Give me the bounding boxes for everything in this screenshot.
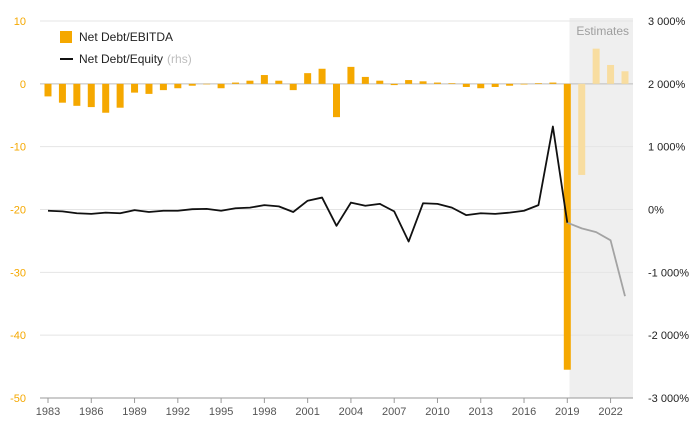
left-tick-label: -50	[10, 393, 26, 405]
bar	[390, 83, 398, 86]
x-axis: 1983 1986 1989 1992 1995 1998 2001 2004 2007 2010…	[36, 397, 633, 418]
bar	[419, 81, 427, 84]
left-axis: 10 0 -10 -20 -30 -40 -50	[10, 16, 26, 405]
left-tick-label: 10	[14, 16, 26, 28]
bar	[592, 48, 600, 84]
bar	[44, 83, 52, 97]
x-tick-label: 2022	[598, 406, 622, 418]
bar	[376, 80, 384, 84]
x-tick-label: 2010	[425, 406, 449, 418]
x-tick-label: 1998	[252, 406, 276, 418]
bar	[289, 83, 297, 91]
line-estimate	[566, 221, 626, 297]
legend-item-equity: Net Debt/Equity (rhs)	[60, 48, 192, 70]
left-tick-label: -10	[10, 142, 26, 154]
bar	[159, 83, 167, 91]
bar	[621, 71, 629, 84]
legend: Net Debt/EBITDA Net Debt/Equity (rhs)	[60, 26, 192, 70]
x-tick-label: 2004	[339, 406, 363, 418]
x-tick-label: 1989	[122, 406, 146, 418]
bar	[102, 83, 110, 113]
bar	[448, 83, 456, 84]
bar	[131, 83, 139, 93]
estimates-label: Estimates	[576, 24, 629, 38]
bar	[58, 83, 66, 103]
line-actual	[47, 125, 569, 243]
bar	[520, 83, 528, 85]
bar	[563, 83, 571, 370]
right-tick-label: 3 000%	[648, 16, 686, 28]
x-tick-label: 2016	[512, 406, 536, 418]
bar	[491, 83, 499, 87]
legend-label-ebitda: Net Debt/EBITDA	[79, 30, 174, 44]
left-tick-label: 0	[20, 79, 26, 91]
legend-swatch-bar	[60, 31, 72, 43]
left-tick-label: -30	[10, 267, 26, 279]
bar	[203, 83, 211, 85]
bar	[333, 83, 340, 118]
legend-label-equity: Net Debt/Equity	[79, 52, 164, 66]
bar	[304, 73, 312, 84]
bar	[361, 76, 369, 84]
bar	[462, 83, 470, 87]
bar	[607, 64, 615, 84]
line-series	[47, 125, 626, 297]
right-tick-label: -3 000%	[648, 393, 689, 405]
bar	[174, 83, 182, 89]
left-tick-label: -40	[10, 330, 26, 342]
legend-label-rhs: (rhs)	[167, 52, 192, 66]
x-tick-label: 2001	[295, 406, 319, 418]
left-tick-label: -20	[10, 205, 26, 217]
bar	[188, 83, 196, 86]
legend-item-ebitda: Net Debt/EBITDA	[60, 26, 192, 48]
bar	[534, 83, 542, 84]
right-axis: 3 000% 2 000% 1 000% 0% -1 000% -2 000% -3 000…	[648, 16, 689, 405]
bar	[232, 82, 240, 84]
bar	[578, 83, 586, 175]
bar	[275, 80, 283, 84]
gridlines	[40, 20, 633, 399]
bar	[477, 83, 485, 89]
right-tick-label: -1 000%	[648, 267, 689, 279]
bar	[506, 83, 514, 86]
right-tick-label: 0%	[648, 205, 664, 217]
bar	[246, 80, 254, 84]
bar	[347, 66, 355, 84]
x-tick-label: 1983	[36, 406, 60, 418]
x-tick-label: 1995	[209, 406, 233, 418]
right-tick-label: -2 000%	[648, 330, 689, 342]
right-tick-label: 2 000%	[648, 79, 686, 91]
bar	[433, 82, 441, 84]
x-tick-label: 1992	[166, 406, 190, 418]
bar	[73, 83, 81, 106]
bar-series	[44, 48, 629, 370]
bar	[116, 83, 124, 108]
x-tick-label: 2019	[555, 406, 579, 418]
bar	[217, 83, 225, 89]
bar	[87, 83, 95, 108]
bar	[405, 80, 413, 84]
x-tick-label: 2007	[382, 406, 406, 418]
x-tick-label: 2013	[469, 406, 493, 418]
bar	[549, 82, 557, 84]
bar	[145, 83, 153, 94]
legend-swatch-line	[60, 58, 73, 60]
bar	[318, 68, 326, 84]
bar	[260, 75, 268, 84]
x-tick-label: 1986	[79, 406, 103, 418]
right-tick-label: 1 000%	[648, 142, 686, 154]
